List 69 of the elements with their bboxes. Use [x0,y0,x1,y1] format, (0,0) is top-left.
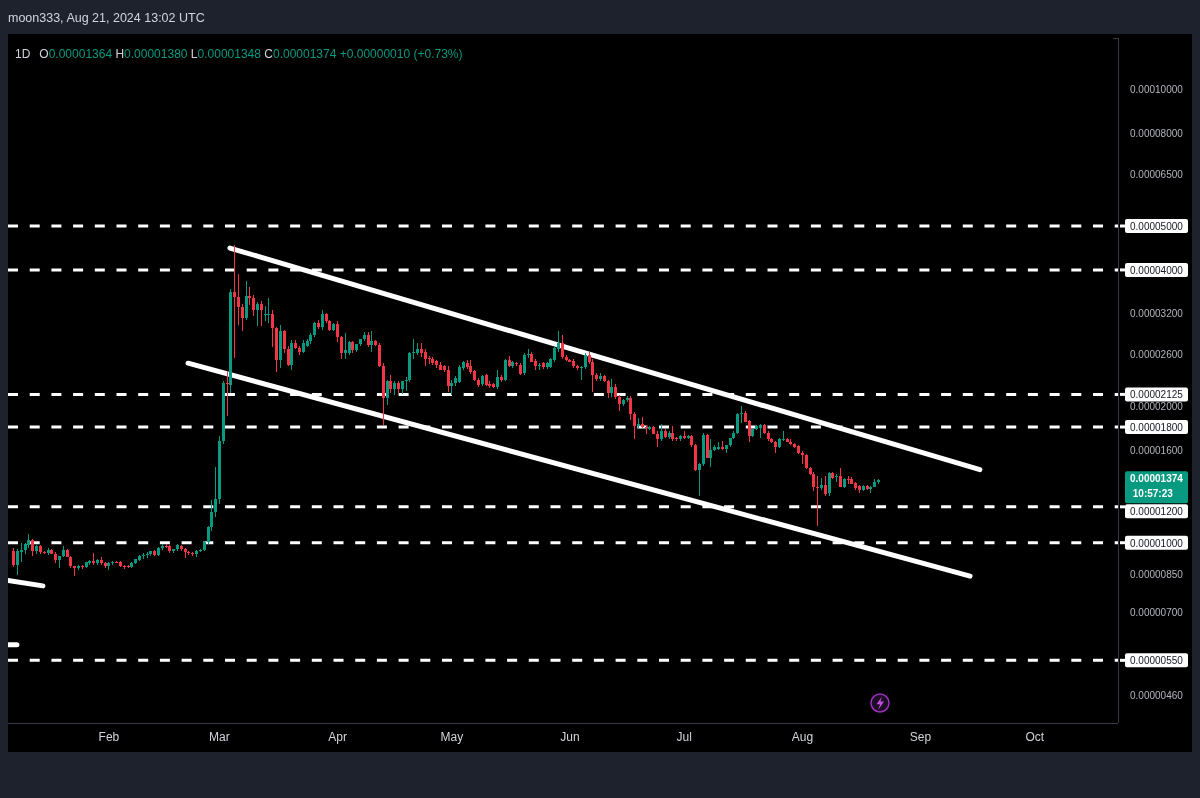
candlestick [226,370,229,417]
x-tick-label: Mar [209,730,230,744]
candlestick [709,438,712,468]
y-tick-label: 0.00008000 [1130,128,1184,140]
x-tick-label: May [440,730,464,744]
candlestick [252,294,255,317]
candlestick [267,297,270,324]
x-tick-label: Jun [560,730,580,744]
x-tick-label: Feb [98,730,120,744]
y-tick-label: 0.00003200 [1130,308,1184,320]
candlestick [458,364,461,384]
candlestick [824,476,827,497]
text: moon333, Aug 21, 2024 13:02 UTC [8,11,205,25]
y-tick-label: 0.00000460 [1130,690,1184,701]
candlestick [523,352,526,376]
candlestick [736,412,739,435]
candlestick [812,471,815,492]
candlestick [287,345,290,367]
x-tick-label: Apr [328,730,347,744]
candlestick [271,309,274,348]
candlestick [283,329,286,354]
ref-line-label: 0.00000550 [1130,655,1184,667]
candlestick [256,301,259,327]
candlestick [12,547,15,568]
x-tick-label: Sep [909,730,932,744]
ref-line-label: 0.00004000 [1130,264,1184,276]
candlestick [16,548,19,576]
x-tick-label: Jul [676,730,692,744]
y-tick-label: 0.00010000 [1130,84,1184,96]
ref-line-label: 0.00001800 [1130,422,1184,434]
text: 0.00001374 10:57:23 [1130,473,1184,500]
candlestick [496,369,499,390]
candlestick [740,405,743,424]
ref-line-label: 0.00002125 [1130,389,1184,401]
candlestick [214,466,217,518]
candlestick [698,462,701,497]
ref-line-label: 0.00005000 [1130,221,1184,233]
candlestick [378,342,381,368]
candlestick [340,335,343,360]
candlestick [237,273,240,326]
x-tick-label: Oct [1025,730,1045,744]
candlestick [386,379,389,406]
candlestick [633,411,636,440]
candlestick [336,320,339,343]
candlestick [321,309,324,331]
y-tick-label: 0.00002600 [1130,349,1184,361]
ref-line-label: 0.00001200 [1130,506,1184,518]
candlestick [675,436,678,442]
candlestick [344,332,347,360]
y-tick-label: 0.00002000 [1130,400,1184,412]
candlestick [241,303,244,332]
candlestick [706,433,709,459]
candlestick [447,365,450,393]
candlestick [504,358,507,382]
y-tick-label: 0.00006500 [1130,168,1184,180]
candlestick [233,244,236,359]
y-tick-label: 0.00000700 [1130,607,1184,619]
text: O0.00001364 H0.00001380 L0.00001348 C0.00001374 +0.00000010 (+0.73%) [39,47,463,61]
ref-line-label: 0.00001000 [1130,537,1184,549]
candlestick [580,365,583,381]
candlestick [561,334,564,360]
text: 1D [15,47,31,61]
y-tick-label: 0.00000850 [1130,569,1184,581]
x-tick-label: Aug [791,730,814,744]
y-tick-label: 0.00001600 [1130,444,1184,456]
candlestick [260,300,263,327]
candlestick [290,339,293,371]
candlestick [527,348,530,359]
candlestick [264,305,267,322]
